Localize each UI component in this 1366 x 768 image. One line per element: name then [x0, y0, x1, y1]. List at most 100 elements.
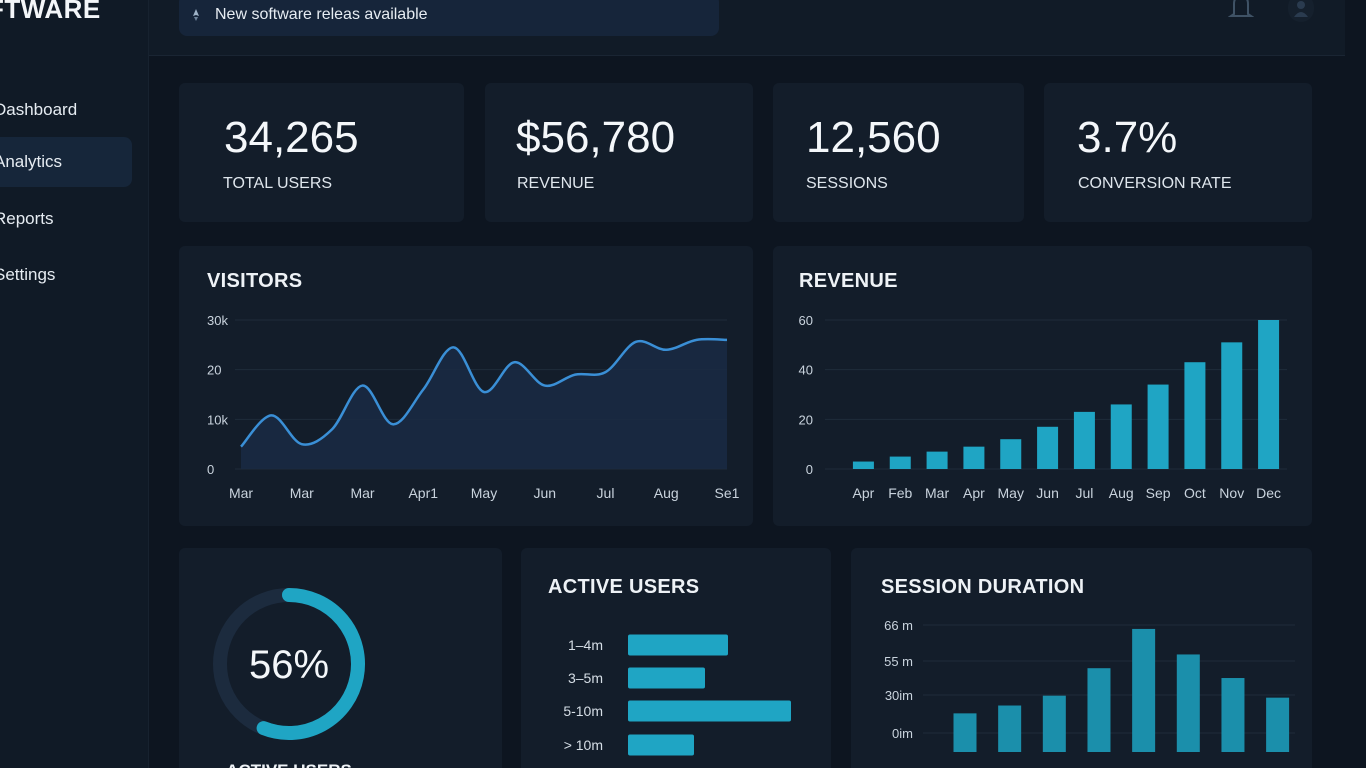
- revenue-chart-card: REVENUE 0 20 40 60 Apr Feb Mar Apr May Jun Jul Aug S…: [773, 246, 1312, 526]
- bar: [628, 700, 791, 722]
- y-tick-label: 20: [799, 412, 813, 427]
- bell-icon[interactable]: [1228, 0, 1254, 22]
- x-tick-label: Mar: [925, 485, 949, 501]
- active-users-donut-card: 56% ACTIVE USERS: [179, 548, 502, 768]
- sidebar-item-dashboard[interactable]: Dashboard: [0, 100, 78, 119]
- notification-text: New software releas available: [215, 6, 428, 23]
- x-tick-label: Aug: [654, 485, 679, 501]
- chart-title: ACTIVE USERS: [548, 576, 700, 598]
- x-tick-label: Jul: [597, 485, 615, 501]
- revenue-chart: 0 20 40 60 Apr Feb Mar Apr May Jun Jul Aug Sep Oct Nov…: [799, 313, 1287, 501]
- stat-label: SESSIONS: [806, 175, 888, 192]
- x-tick-label: Oct: [1184, 485, 1206, 501]
- bar: [1087, 668, 1111, 752]
- visitors-chart-card: VISITORS 0 10k 20 30k Mar Mar Mar Apr1 May Jun Jul…: [179, 246, 753, 526]
- donut-slice: [256, 588, 365, 740]
- bar: [1037, 426, 1059, 469]
- stat-value: 34,265: [224, 113, 359, 162]
- donut-caption: ACTIVE USERS: [226, 761, 352, 768]
- x-tick-label: Dec: [1256, 485, 1281, 501]
- session-duration-chart: 0im 30im 55 m 66 m: [884, 618, 1295, 752]
- x-tick-label: Apr: [963, 485, 985, 501]
- stat-card-total-users: 34,265 TOTAL USERS: [179, 83, 464, 222]
- y-tick-label: 0: [806, 462, 813, 477]
- bar: [1147, 384, 1169, 469]
- bar: [953, 713, 977, 752]
- y-tick-label: 60: [799, 313, 813, 328]
- bar: [889, 456, 911, 469]
- bar: [1042, 695, 1066, 752]
- bar: [998, 705, 1022, 752]
- x-tick-label: Nov: [1219, 485, 1244, 501]
- stat-label: CONVERSION RATE: [1078, 175, 1232, 192]
- y-tick-label: 0im: [892, 726, 913, 741]
- bar: [1073, 411, 1095, 469]
- x-tick-label: Feb: [888, 485, 912, 501]
- y-tick-label: 66 m: [884, 618, 913, 633]
- active-users-bar-chart: 1–4m 3–5m 5-10m > 10m: [563, 634, 791, 756]
- rocket-icon: [193, 9, 199, 21]
- chart-title: SESSION DURATION: [881, 576, 1085, 598]
- bar: [1110, 404, 1132, 469]
- sidebar-item-analytics[interactable]: Analytics: [0, 137, 132, 187]
- x-tick-label: Jun: [533, 485, 556, 501]
- y-tick-label: 20: [207, 363, 221, 378]
- sidebar-item-reports[interactable]: Reports: [0, 209, 54, 228]
- notification-banner[interactable]: New software releas available: [179, 0, 719, 36]
- category-label: > 10m: [564, 737, 603, 753]
- bar: [1000, 439, 1022, 469]
- stat-value: 12,560: [806, 113, 941, 162]
- stat-label: TOTAL USERS: [223, 175, 333, 192]
- bar: [628, 667, 705, 689]
- x-tick-label: May: [471, 485, 497, 501]
- category-label: 1–4m: [568, 637, 603, 653]
- brand-logo-text: FTWARE: [0, 0, 101, 24]
- bar: [1258, 320, 1280, 469]
- sidebar-item-settings[interactable]: Settings: [0, 265, 56, 284]
- visitors-chart: 0 10k 20 30k Mar Mar Mar Apr1 May Jun Jul Aug Se1: [207, 313, 740, 501]
- user-avatar-icon: [1294, 1, 1308, 17]
- bar: [1266, 697, 1290, 752]
- stat-card-revenue: $56,780 REVENUE: [485, 83, 753, 222]
- bar: [963, 446, 985, 469]
- chart-title: REVENUE: [799, 270, 898, 292]
- x-tick-label: Mar: [229, 485, 253, 501]
- active-users-chart-card: ACTIVE USERS 1–4m 3–5m 5-10m > 10m: [521, 548, 831, 768]
- active-users-donut: 56% ACTIVE USERS: [213, 588, 365, 768]
- x-tick-label: Apr1: [408, 485, 438, 501]
- y-tick-label: 55 m: [884, 654, 913, 669]
- bar: [628, 634, 728, 656]
- category-label: 3–5m: [568, 670, 603, 686]
- x-tick-label: Mar: [350, 485, 374, 501]
- category-label: 5-10m: [563, 703, 603, 719]
- session-duration-chart-card: SESSION DURATION 0im 30im 55 m 66 m: [851, 548, 1312, 768]
- x-tick-label: Jul: [1075, 485, 1093, 501]
- bar: [1176, 654, 1200, 752]
- user-avatar[interactable]: [1288, 0, 1314, 22]
- area-fill: [241, 339, 727, 469]
- series-line: [240, 337, 728, 448]
- bar: [1132, 628, 1156, 752]
- y-tick-label: 40: [799, 363, 813, 378]
- donut-center-label: 56%: [249, 643, 329, 687]
- y-tick-label: 30k: [207, 313, 228, 328]
- bar: [926, 451, 948, 469]
- x-tick-label: Mar: [290, 485, 314, 501]
- x-tick-label: Jun: [1036, 485, 1059, 501]
- bar: [1221, 678, 1245, 752]
- x-tick-label: Sep: [1146, 485, 1171, 501]
- stat-label: REVENUE: [517, 175, 595, 192]
- y-tick-label: 30im: [885, 688, 913, 703]
- y-tick-label: 0: [207, 462, 214, 477]
- sidebar: FTWARE Dashboard Analytics Reports Setti…: [0, 0, 149, 768]
- y-tick-label: 10k: [207, 412, 228, 427]
- x-tick-label: Apr: [853, 485, 875, 501]
- bar: [628, 734, 694, 756]
- x-tick-label: Se1: [715, 485, 740, 501]
- bar: [1184, 362, 1206, 469]
- stat-card-sessions: 12,560 SESSIONS: [773, 83, 1024, 222]
- bar: [1221, 342, 1243, 469]
- stat-value: $56,780: [516, 113, 676, 162]
- x-tick-label: May: [998, 485, 1024, 501]
- x-tick-label: Aug: [1109, 485, 1134, 501]
